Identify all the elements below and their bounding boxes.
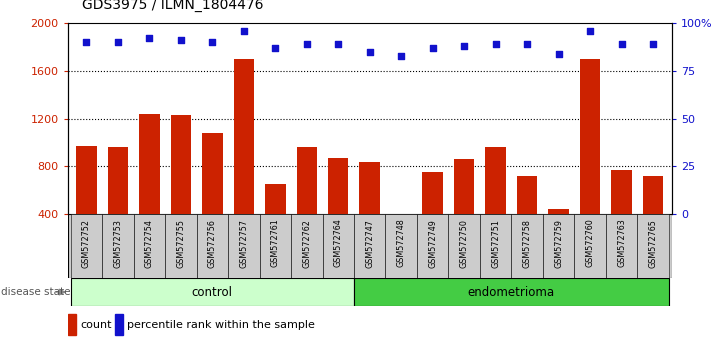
Text: GSM572759: GSM572759 xyxy=(554,219,563,268)
Bar xyxy=(574,214,606,278)
Bar xyxy=(328,158,348,214)
Point xyxy=(238,28,250,34)
Bar xyxy=(517,176,538,214)
Text: disease state: disease state xyxy=(1,287,71,297)
Point xyxy=(584,28,596,34)
Point xyxy=(301,41,312,47)
Bar xyxy=(354,278,669,306)
Point xyxy=(144,35,155,41)
Text: GSM572753: GSM572753 xyxy=(114,219,122,268)
Point xyxy=(553,51,565,56)
Bar xyxy=(260,214,291,278)
Point xyxy=(427,45,439,51)
Point xyxy=(207,39,218,45)
Bar xyxy=(102,214,134,278)
Text: GSM572756: GSM572756 xyxy=(208,219,217,268)
Bar xyxy=(391,214,412,218)
Point xyxy=(647,41,658,47)
Bar xyxy=(360,161,380,214)
Text: GSM572761: GSM572761 xyxy=(271,219,280,267)
Bar xyxy=(70,278,354,306)
Text: GSM572749: GSM572749 xyxy=(428,219,437,268)
Point xyxy=(395,53,407,58)
Text: control: control xyxy=(192,286,232,298)
Point xyxy=(269,45,281,51)
Bar xyxy=(611,170,632,214)
Bar xyxy=(542,214,574,278)
Text: endometrioma: endometrioma xyxy=(468,286,555,298)
Text: GSM572760: GSM572760 xyxy=(586,219,594,267)
Bar xyxy=(202,133,223,214)
Text: GDS3975 / ILMN_1804476: GDS3975 / ILMN_1804476 xyxy=(82,0,263,12)
Bar xyxy=(68,314,75,335)
Bar xyxy=(449,214,480,278)
Bar xyxy=(580,59,600,214)
Bar xyxy=(107,147,128,214)
Point xyxy=(459,43,470,49)
Bar xyxy=(171,115,191,214)
Point xyxy=(521,41,533,47)
Point xyxy=(490,41,501,47)
Bar xyxy=(354,214,385,278)
Point xyxy=(175,38,186,43)
Bar xyxy=(454,159,474,214)
Bar xyxy=(291,214,323,278)
Point xyxy=(364,49,375,55)
Point xyxy=(112,39,124,45)
Bar xyxy=(228,214,260,278)
Bar xyxy=(548,209,569,214)
Text: GSM572763: GSM572763 xyxy=(617,219,626,267)
Bar xyxy=(417,214,449,278)
Bar xyxy=(265,184,286,214)
Point xyxy=(616,41,627,47)
Text: GSM572747: GSM572747 xyxy=(365,219,374,268)
Bar xyxy=(385,214,417,278)
Bar xyxy=(114,314,123,335)
Text: GSM572751: GSM572751 xyxy=(491,219,500,268)
Text: GSM572764: GSM572764 xyxy=(333,219,343,267)
Bar xyxy=(480,214,511,278)
Text: GSM572762: GSM572762 xyxy=(302,219,311,268)
Bar xyxy=(76,146,97,214)
Bar xyxy=(422,172,443,214)
Bar xyxy=(165,214,197,278)
Bar xyxy=(134,214,165,278)
Bar xyxy=(70,214,102,278)
Bar xyxy=(234,59,254,214)
Bar xyxy=(643,176,663,214)
Text: GSM572758: GSM572758 xyxy=(523,219,532,268)
Text: GSM572755: GSM572755 xyxy=(176,219,186,268)
Bar xyxy=(637,214,669,278)
Bar xyxy=(197,214,228,278)
Bar xyxy=(323,214,354,278)
Text: GSM572748: GSM572748 xyxy=(397,219,406,267)
Text: percentile rank within the sample: percentile rank within the sample xyxy=(127,320,315,330)
Bar xyxy=(606,214,637,278)
Text: GSM572765: GSM572765 xyxy=(648,219,658,268)
Text: GSM572750: GSM572750 xyxy=(459,219,469,268)
Text: GSM572752: GSM572752 xyxy=(82,219,91,268)
Text: GSM572757: GSM572757 xyxy=(240,219,248,268)
Point xyxy=(81,39,92,45)
Bar xyxy=(486,147,506,214)
Bar xyxy=(139,114,159,214)
Bar xyxy=(296,147,317,214)
Point xyxy=(333,41,344,47)
Text: count: count xyxy=(80,320,112,330)
Text: GSM572754: GSM572754 xyxy=(145,219,154,268)
Bar xyxy=(511,214,542,278)
